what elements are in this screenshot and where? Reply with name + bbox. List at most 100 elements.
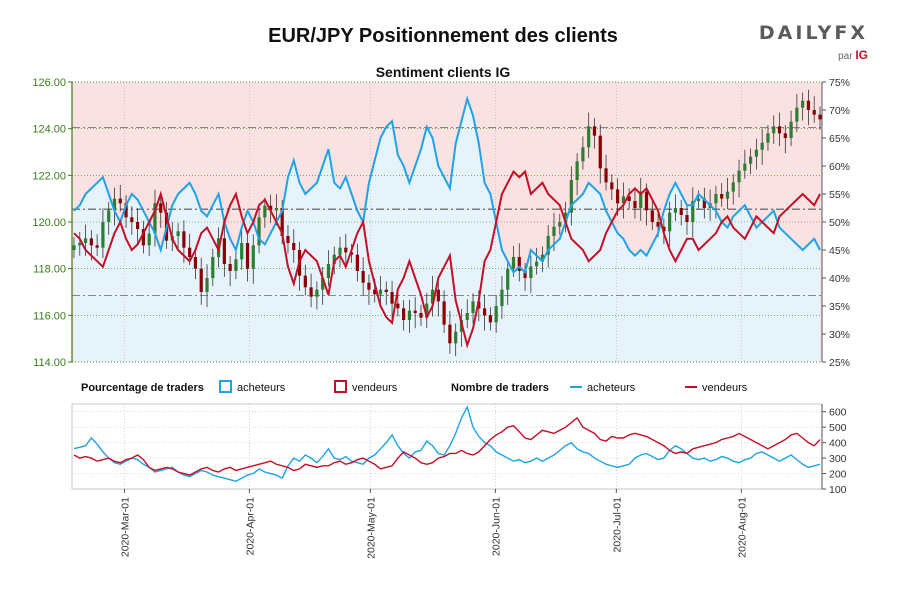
candle-body (89, 238, 93, 246)
candle-body (124, 203, 128, 218)
candle-body (696, 198, 701, 201)
candle (107, 202, 111, 235)
candle (205, 264, 209, 308)
candle (714, 185, 718, 219)
candle (130, 206, 134, 235)
candle-body (454, 331, 458, 344)
candle (523, 262, 527, 291)
candle-body (211, 257, 215, 278)
candle-body (529, 266, 533, 278)
candle-body (136, 222, 140, 229)
candle-body (610, 182, 614, 190)
candle-body (702, 198, 706, 208)
sellers-count-line (73, 416, 821, 476)
candle-body (615, 189, 620, 204)
candle (344, 233, 348, 268)
x-tick-label: 2020-Aug-01 (736, 497, 748, 558)
candle-body (326, 264, 331, 278)
candle (367, 274, 371, 305)
candle-body (378, 289, 383, 295)
price-tick-label: 114.00 (33, 357, 66, 369)
candle (627, 188, 631, 210)
candle-body (269, 205, 273, 211)
candle (749, 148, 753, 175)
candle-body (673, 208, 678, 213)
candle-body (373, 289, 377, 295)
candle-body (604, 168, 608, 183)
legend-pct-title: Pourcentage de traders (81, 382, 204, 394)
candle (159, 195, 163, 228)
candle-body (344, 247, 348, 253)
candle (390, 281, 394, 319)
candle (309, 273, 313, 308)
buyers-pct-line (73, 95, 821, 275)
candle (361, 257, 365, 296)
count-tick-label: 300 (829, 453, 847, 465)
candle (286, 225, 290, 254)
candle-body (107, 210, 111, 222)
candle-body (141, 229, 145, 246)
sellers-pct-line (73, 169, 821, 349)
candle (818, 106, 822, 130)
candle (737, 159, 741, 198)
candle (529, 255, 533, 294)
candle (569, 166, 573, 226)
candle-body (384, 289, 388, 292)
candle-body (321, 278, 325, 290)
candle-body (118, 198, 122, 204)
candle (124, 195, 128, 228)
candle (251, 234, 255, 284)
candle-body (494, 306, 498, 323)
candle-body (644, 191, 649, 211)
candle-body (581, 147, 585, 162)
candle-body (263, 205, 267, 218)
candle (78, 232, 82, 256)
candle (581, 136, 585, 170)
candle-body (650, 210, 654, 222)
candle (136, 208, 140, 245)
candle (731, 174, 735, 205)
pct-tick-label: 55% (829, 189, 850, 201)
candle-body (130, 217, 134, 222)
candle-body (332, 254, 336, 264)
pct-tick-label: 30% (829, 329, 850, 341)
legend-count-title: Nombre de traders (451, 382, 549, 394)
candle-body (78, 243, 82, 246)
pct-tick-label: 60% (829, 161, 850, 173)
candle (725, 177, 730, 210)
legend-buyers-swatch (219, 380, 232, 393)
price-tick-label: 124.00 (32, 124, 66, 136)
candle-body (511, 257, 516, 269)
candle (338, 236, 342, 268)
chart-subtitle: Sentiment clients IG (376, 64, 511, 80)
candle (488, 307, 492, 331)
buyers-area (74, 98, 820, 363)
candle-body (563, 212, 568, 222)
candle (240, 229, 244, 270)
candle (633, 190, 637, 219)
price-tick-label: 122.00 (32, 170, 66, 182)
candle-body (760, 142, 764, 150)
candle (326, 250, 331, 287)
candle (147, 222, 151, 256)
candle (263, 197, 267, 228)
candle-body (546, 236, 550, 255)
candle-body (309, 287, 313, 297)
price-tick-label: 118.00 (33, 264, 66, 276)
candle (789, 110, 793, 147)
candle-body (517, 257, 521, 271)
candle (783, 125, 787, 154)
x-tick-label: 2020-May-01 (365, 497, 377, 559)
candle-body (592, 126, 597, 136)
candle-body (691, 201, 695, 222)
candle-body (280, 208, 284, 236)
candle-body (754, 149, 758, 157)
candle-body (436, 289, 440, 302)
candle (754, 138, 758, 170)
candle-body (407, 310, 412, 320)
candle-body (662, 226, 666, 232)
candle-body (737, 170, 741, 183)
candle-body (274, 208, 279, 211)
candle-body (419, 313, 423, 318)
candle (506, 260, 510, 305)
